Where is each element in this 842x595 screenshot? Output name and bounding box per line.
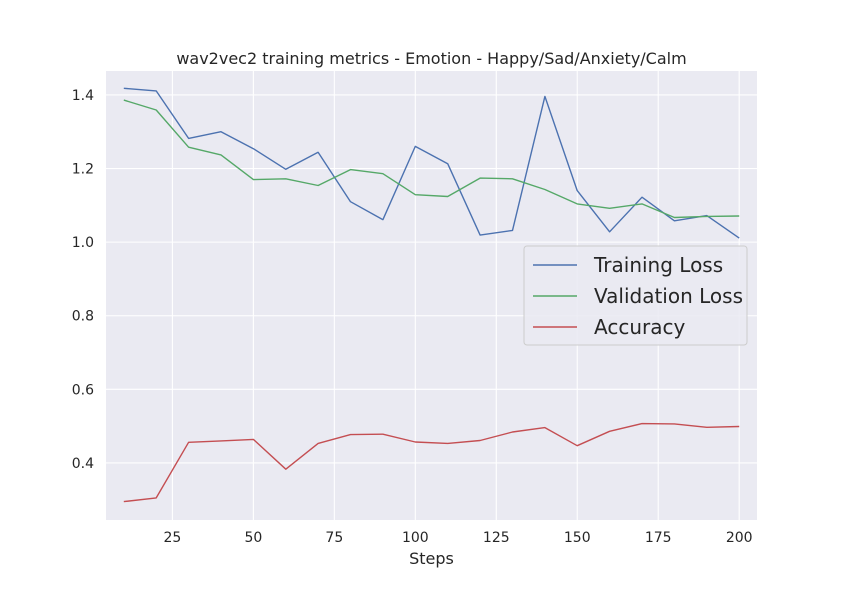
y-tick-label: 0.6 bbox=[72, 382, 94, 398]
ticks: 25 50 75 100 125 150 175 200 0.4 0.6 0.8 1.0 1.2 1.4 bbox=[72, 88, 753, 546]
x-tick-label: 150 bbox=[564, 530, 591, 546]
y-tick-label: 0.4 bbox=[72, 456, 94, 472]
x-axis-label: Steps bbox=[409, 549, 454, 568]
series-line-2 bbox=[123, 422, 740, 503]
y-tick-label: 1.0 bbox=[72, 235, 94, 251]
series-group bbox=[123, 87, 740, 503]
x-tick-label: 175 bbox=[645, 530, 672, 546]
legend-label-2: Accuracy bbox=[594, 315, 685, 339]
x-tick-label: 200 bbox=[726, 530, 753, 546]
x-tick-label: 50 bbox=[244, 530, 262, 546]
series-line-0 bbox=[123, 87, 740, 239]
legend-label-0: Training Loss bbox=[593, 253, 723, 277]
x-tick-label: 75 bbox=[325, 530, 343, 546]
legend: Training Loss Validation Loss Accuracy bbox=[523, 245, 748, 346]
x-tick-label: 25 bbox=[163, 530, 181, 546]
series-line-1 bbox=[123, 99, 740, 219]
y-tick-label: 1.2 bbox=[72, 162, 94, 178]
chart-title: wav2vec2 training metrics - Emotion - Ha… bbox=[176, 49, 686, 68]
legend-box bbox=[523, 245, 748, 346]
y-tick-label: 0.8 bbox=[72, 309, 94, 325]
y-tick-label: 1.4 bbox=[72, 88, 94, 104]
legend-label-1: Validation Loss bbox=[594, 284, 743, 308]
x-tick-label: 125 bbox=[483, 530, 510, 546]
x-tick-label: 100 bbox=[402, 530, 429, 546]
